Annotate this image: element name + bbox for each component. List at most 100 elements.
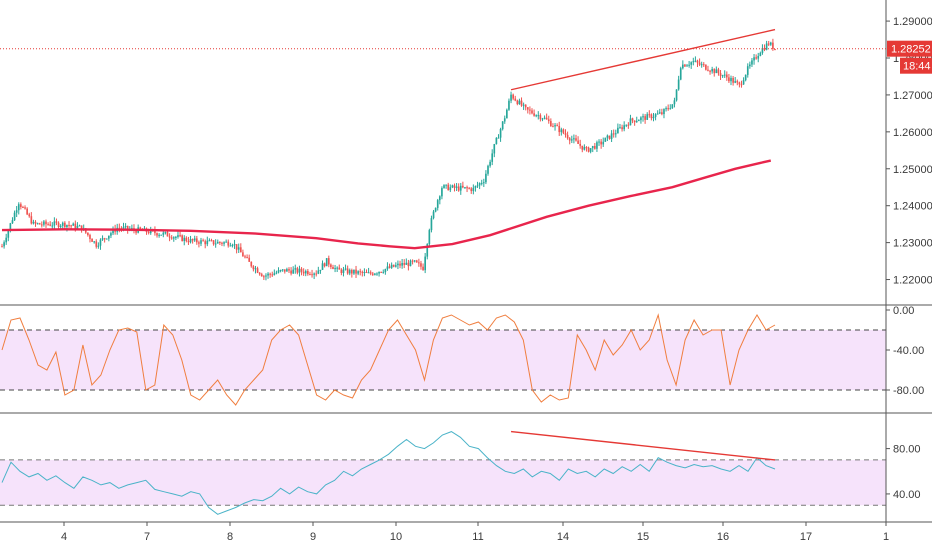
candle-body bbox=[587, 147, 590, 152]
candle-body bbox=[78, 225, 81, 227]
candle-body bbox=[730, 78, 732, 82]
candle-body bbox=[489, 161, 491, 166]
candle-body bbox=[617, 127, 619, 134]
price-axis[interactable]: 1.290001.280001.270001.260001.250001.240… bbox=[886, 16, 932, 501]
candle-body bbox=[216, 241, 219, 244]
candle-body bbox=[675, 89, 678, 101]
time-tick-label: 1 bbox=[883, 531, 889, 543]
candle-body bbox=[767, 43, 770, 45]
candle-body bbox=[686, 65, 688, 67]
candle-body bbox=[692, 61, 695, 63]
candle-body bbox=[126, 225, 129, 230]
candle-body bbox=[684, 64, 686, 67]
candle-body bbox=[677, 79, 680, 90]
candle-body bbox=[288, 269, 290, 271]
candle-body bbox=[7, 230, 10, 238]
candle-body bbox=[235, 244, 238, 250]
candle-body bbox=[470, 188, 473, 192]
candle-body bbox=[242, 252, 244, 257]
candle-body bbox=[279, 270, 282, 272]
candle-body bbox=[68, 224, 70, 226]
candle-body bbox=[717, 69, 720, 74]
candle-body bbox=[441, 188, 443, 197]
candle-body bbox=[265, 275, 267, 277]
candle-body bbox=[267, 273, 269, 276]
candle-body bbox=[233, 244, 236, 246]
candle-body bbox=[640, 117, 642, 121]
candle-body bbox=[583, 147, 586, 150]
candle-body bbox=[524, 104, 527, 108]
candle-body bbox=[663, 109, 665, 115]
candle-body bbox=[426, 244, 429, 257]
candle-body bbox=[516, 100, 519, 105]
candle-body bbox=[591, 145, 594, 149]
candle-body bbox=[292, 269, 295, 274]
rsi-line bbox=[1, 431, 776, 515]
candle-body bbox=[139, 227, 142, 230]
candle-body bbox=[763, 48, 766, 50]
candle-body bbox=[313, 273, 315, 275]
candle-body bbox=[449, 187, 452, 191]
candle-body bbox=[172, 237, 175, 239]
candle-body bbox=[386, 266, 389, 270]
candle-body bbox=[535, 115, 538, 117]
candle-body bbox=[51, 225, 54, 227]
candle-body bbox=[637, 120, 640, 122]
candle-body bbox=[193, 238, 196, 241]
candle-body bbox=[436, 200, 439, 208]
current-price-badge bbox=[887, 40, 932, 57]
candle-body bbox=[185, 237, 188, 241]
candle-body bbox=[556, 125, 558, 127]
candle-body bbox=[187, 240, 190, 243]
candle-body bbox=[376, 273, 378, 275]
candle-body bbox=[361, 271, 364, 273]
candle-body bbox=[774, 48, 776, 50]
candle-body bbox=[503, 118, 506, 122]
price-tick-label: 1.23000 bbox=[893, 238, 932, 250]
candle-body bbox=[698, 62, 701, 65]
candle-body bbox=[499, 129, 502, 138]
candle-body bbox=[70, 225, 72, 227]
time-tick-label: 10 bbox=[390, 531, 402, 543]
candle-body bbox=[610, 133, 613, 139]
candle-body bbox=[371, 273, 374, 275]
candle-body bbox=[459, 185, 462, 191]
candle-body bbox=[652, 116, 655, 119]
candle-body bbox=[719, 73, 722, 76]
candle-body bbox=[323, 263, 326, 267]
candle-body bbox=[22, 207, 24, 209]
candle-body bbox=[49, 224, 52, 226]
time-tick-label: 7 bbox=[144, 531, 150, 543]
candle-body bbox=[32, 221, 35, 224]
candle-body bbox=[260, 274, 263, 277]
candle-body bbox=[59, 225, 62, 227]
candle-body bbox=[742, 80, 745, 85]
candle-body bbox=[200, 240, 202, 244]
candle-body bbox=[177, 235, 179, 237]
candle-body bbox=[399, 263, 401, 266]
rsi-band bbox=[0, 459, 886, 506]
candle-body bbox=[112, 228, 114, 234]
candle-body bbox=[244, 256, 246, 258]
candle-body bbox=[168, 236, 171, 238]
candle-body bbox=[497, 137, 500, 139]
price-tick-label: 1.29000 bbox=[893, 16, 932, 28]
candle-body bbox=[66, 224, 68, 228]
time-tick-label: 9 bbox=[310, 531, 316, 543]
candle-body bbox=[110, 233, 112, 236]
candle-body bbox=[319, 269, 322, 271]
candle-body bbox=[765, 43, 768, 50]
candle-body bbox=[623, 125, 626, 130]
candle-body bbox=[40, 224, 43, 226]
candle-body bbox=[558, 125, 561, 133]
rsi-tick-label: 80.00 bbox=[893, 444, 921, 456]
candle-body bbox=[495, 137, 498, 145]
time-axis[interactable]: 4 7 8 9 10 11 14 15 16 17 1 bbox=[61, 522, 889, 543]
candle-body bbox=[87, 232, 89, 236]
candle-body bbox=[198, 242, 200, 244]
candle-body bbox=[43, 221, 45, 225]
candle-body bbox=[191, 239, 194, 241]
candle-body bbox=[30, 216, 33, 224]
candle-body bbox=[407, 262, 410, 267]
